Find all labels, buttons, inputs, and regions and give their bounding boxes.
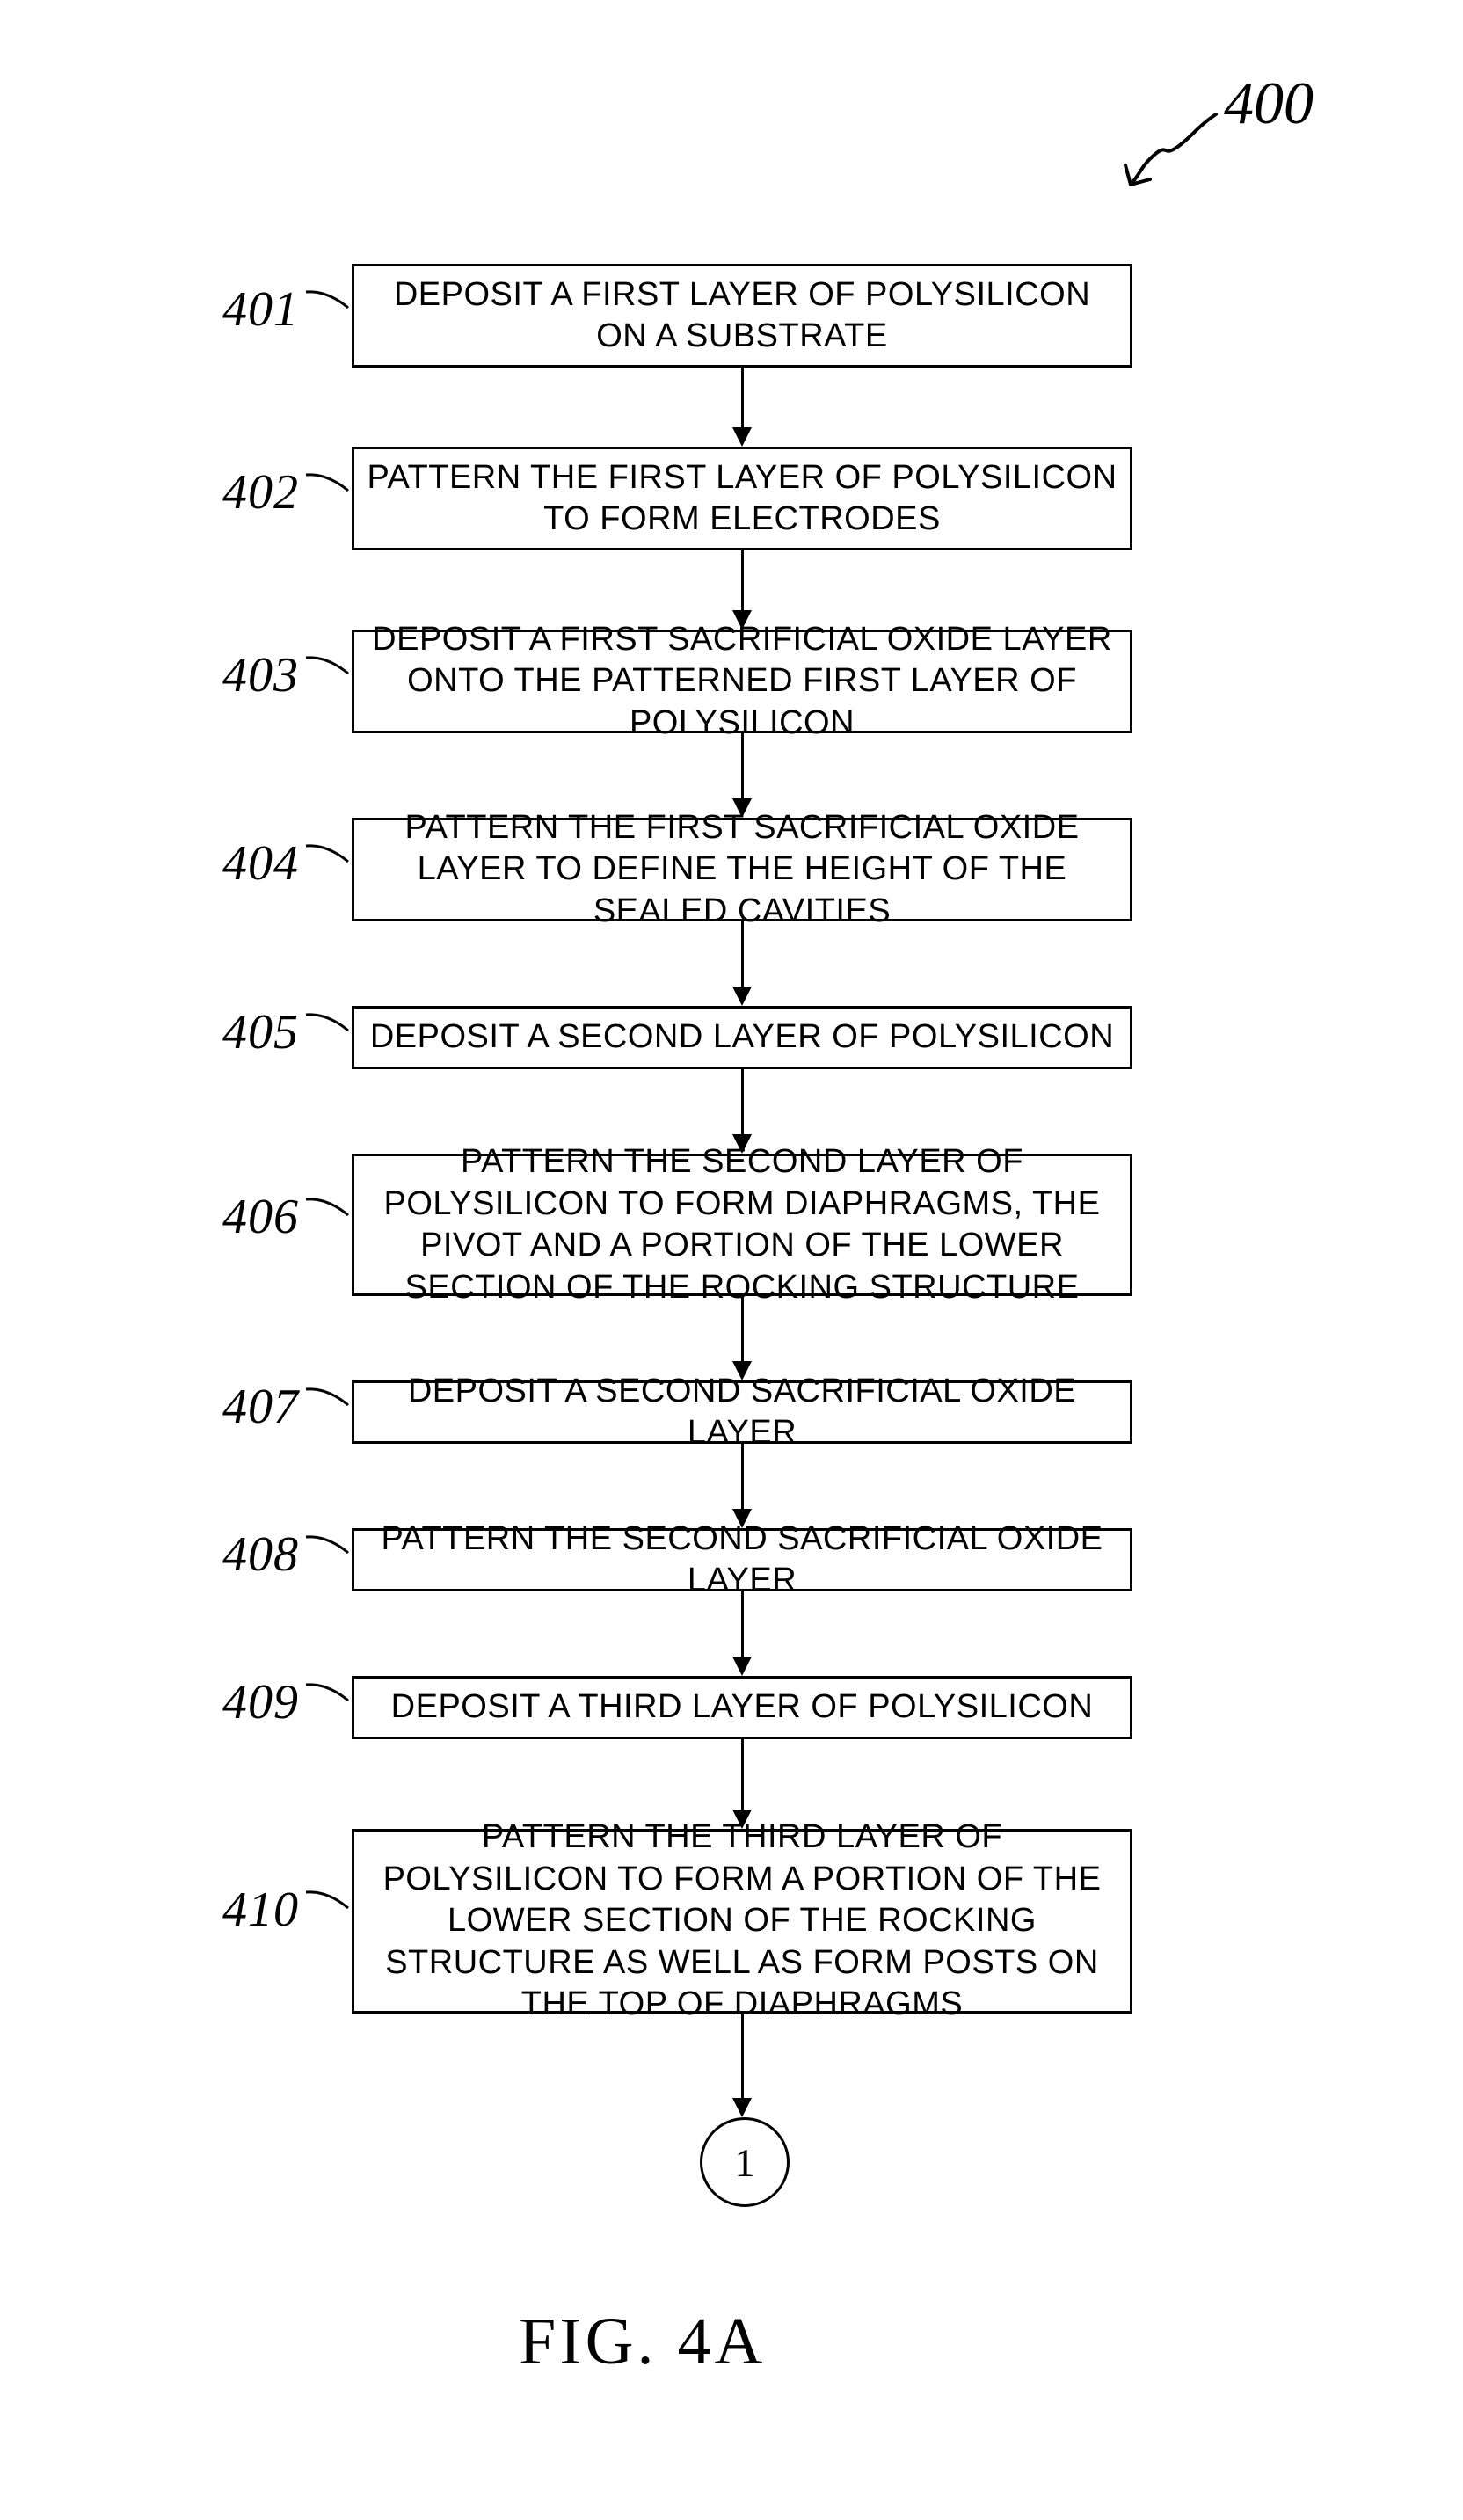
step-ref-408: 408: [167, 1526, 299, 1583]
step-box-407: DEPOSIT A SECOND SACRIFICIAL OXIDE LAYER: [352, 1380, 1132, 1444]
ref-leader-410: [302, 1883, 355, 1919]
step-ref-409: 409: [167, 1674, 299, 1730]
arrow-410-connector: [741, 2014, 744, 2098]
ref-leader-405: [302, 1006, 355, 1041]
step-box-406: PATTERN THE SECOND LAYER OF POLYSILICON …: [352, 1154, 1132, 1296]
arrow-408-409: [741, 1591, 744, 1657]
arrow-404-405: [741, 921, 744, 987]
ref-leader-403: [302, 649, 355, 684]
step-box-409: DEPOSIT A THIRD LAYER OF POLYSILICON: [352, 1676, 1132, 1739]
step-ref-406: 406: [167, 1189, 299, 1245]
main-reference-label: 400: [1224, 69, 1314, 138]
arrow-407-408: [741, 1444, 744, 1509]
main-ref-arrow: [1115, 104, 1238, 200]
arrow-405-406: [741, 1069, 744, 1134]
step-box-404: PATTERN THE FIRST SACRIFICIAL OXIDE LAYE…: [352, 818, 1132, 921]
ref-leader-409: [302, 1676, 355, 1711]
ref-leader-404: [302, 837, 355, 872]
step-ref-405: 405: [167, 1004, 299, 1060]
step-ref-401: 401: [167, 281, 299, 338]
step-ref-407: 407: [167, 1379, 299, 1435]
ref-leader-407: [302, 1380, 355, 1416]
ref-leader-402: [302, 466, 355, 501]
step-box-403: DEPOSIT A FIRST SACRIFICIAL OXIDE LAYER …: [352, 630, 1132, 733]
ref-leader-406: [302, 1191, 355, 1226]
step-ref-402: 402: [167, 464, 299, 521]
ref-leader-408: [302, 1528, 355, 1563]
figure-page: 400 401 DEPOSIT A FIRST LAYER OF POLYSIL…: [0, 0, 1463, 2520]
arrow-403-404: [741, 733, 744, 798]
arrow-head-410-connector: [732, 2098, 752, 2117]
arrow-401-402: [741, 368, 744, 427]
arrow-409-410: [741, 1739, 744, 1810]
step-box-401: DEPOSIT A FIRST LAYER OF POLYSILICON ON …: [352, 264, 1132, 368]
arrow-head-401-402: [732, 427, 752, 447]
ref-leader-401: [302, 283, 355, 318]
arrow-head-408-409: [732, 1657, 752, 1676]
off-page-connector: 1: [700, 2117, 790, 2207]
arrow-402-403: [741, 550, 744, 610]
step-ref-403: 403: [167, 647, 299, 703]
step-box-405: DEPOSIT A SECOND LAYER OF POLYSILICON: [352, 1006, 1132, 1069]
step-ref-410: 410: [167, 1882, 299, 1938]
arrow-406-407: [741, 1296, 744, 1361]
step-ref-404: 404: [167, 835, 299, 892]
arrow-head-404-405: [732, 987, 752, 1006]
figure-caption: FIG. 4A: [519, 2304, 766, 2380]
step-box-410: PATTERN THE THIRD LAYER OF POLYSILICON T…: [352, 1829, 1132, 2014]
step-box-402: PATTERN THE FIRST LAYER OF POLYSILICON T…: [352, 447, 1132, 550]
step-box-408: PATTERN THE SECOND SACRIFICIAL OXIDE LAY…: [352, 1528, 1132, 1591]
